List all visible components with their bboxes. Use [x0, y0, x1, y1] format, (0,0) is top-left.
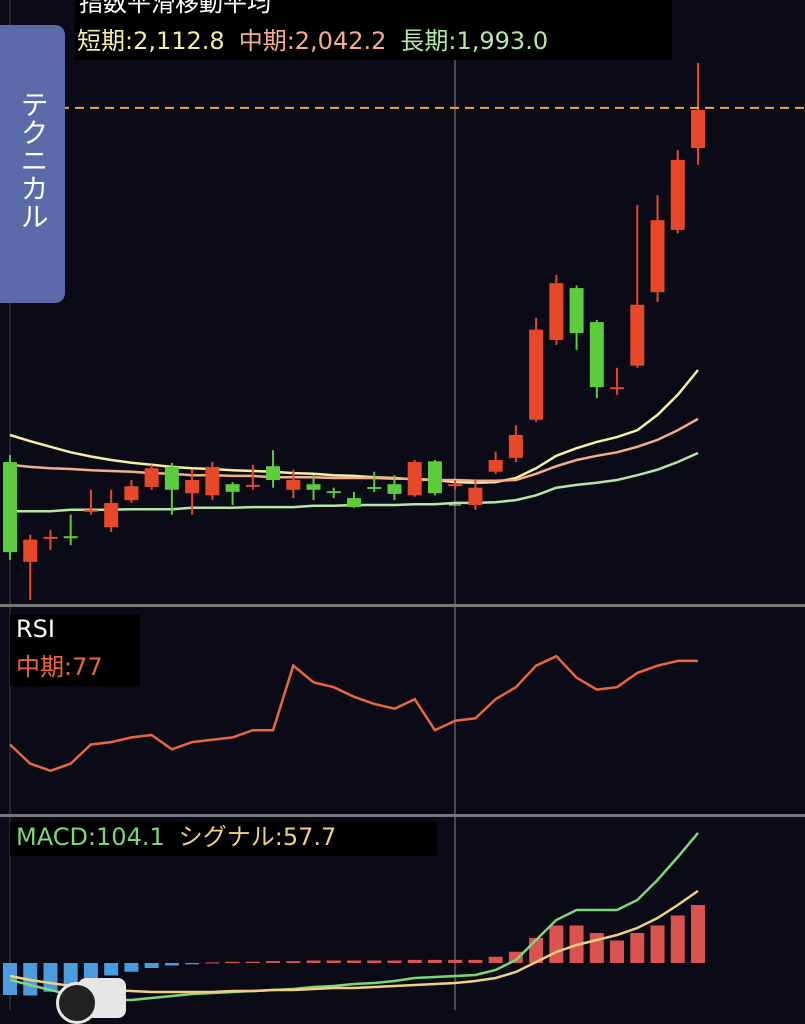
histogram-bar — [387, 960, 402, 963]
candle-body — [185, 480, 200, 494]
candle-body — [225, 484, 240, 492]
candle-body — [407, 462, 422, 496]
legend-mid: 中期:2,042.2 — [238, 27, 387, 55]
candle-body — [164, 466, 179, 490]
histogram-bar — [468, 959, 483, 963]
candle-body — [266, 466, 281, 481]
histogram-bar — [488, 956, 503, 963]
candle-body — [468, 487, 483, 505]
histogram-bar — [650, 925, 665, 963]
macd-legend: MACD:104.1 シグナル:57.7 — [10, 822, 437, 856]
histogram-bar — [448, 959, 463, 963]
candle-body — [650, 220, 665, 293]
rsi-line — [9, 654, 698, 773]
histogram-bar — [367, 960, 382, 963]
histogram-bar — [124, 963, 139, 972]
rsi-legend: RSI 中期:77 — [10, 614, 140, 686]
candle-body — [670, 159, 685, 230]
histogram-bar — [3, 963, 17, 995]
histogram-bar — [225, 961, 240, 963]
histogram-bar — [104, 963, 119, 976]
histogram-bar — [306, 960, 321, 963]
candle-body — [508, 435, 523, 458]
candle-body — [63, 536, 78, 539]
candle-body — [144, 468, 159, 487]
histogram-bar — [549, 925, 564, 963]
histogram-bar — [205, 962, 220, 964]
candle-body — [83, 509, 98, 512]
candle-body — [124, 486, 139, 501]
histogram-bar — [164, 963, 179, 966]
candle-body — [529, 329, 544, 420]
candle-body — [610, 387, 625, 390]
button-icon — [56, 982, 98, 1024]
ma-legend: 短期:2,112.8 中期:2,042.2 長期:1,993.0 — [75, 26, 672, 56]
candle-body — [286, 480, 301, 490]
histogram-bar — [326, 960, 341, 963]
signal-line — [9, 889, 699, 994]
histogram-bar — [508, 951, 523, 963]
candle-body — [346, 498, 361, 508]
histogram-bar — [83, 963, 98, 978]
legend-signal: シグナル:57.7 — [178, 823, 337, 851]
histogram-bar — [144, 963, 159, 968]
histogram-bar — [43, 963, 58, 992]
histogram-bar — [346, 960, 361, 963]
candle-body — [448, 484, 463, 487]
candle-body — [326, 491, 341, 494]
moving-average-line — [9, 417, 699, 482]
candle-body — [690, 109, 705, 149]
candle-body — [245, 484, 260, 487]
candle-body — [23, 539, 38, 562]
candle-body — [488, 459, 503, 472]
histogram-bar — [630, 933, 645, 963]
legend-macd: MACD:104.1 — [16, 823, 165, 851]
technical-tab[interactable]: テクニカル — [0, 25, 65, 303]
candle-body — [43, 536, 58, 539]
histogram-bar — [690, 905, 705, 963]
candle-body — [427, 461, 442, 494]
histogram-bar — [610, 940, 625, 963]
floating-button[interactable] — [56, 978, 126, 1024]
candle-body — [549, 283, 564, 341]
candle-body — [104, 502, 119, 528]
moving-average-line — [9, 369, 699, 485]
histogram-bar — [427, 959, 442, 963]
legend-long: 長期:1,993.0 — [400, 27, 549, 55]
legend-short: 短期:2,112.8 — [77, 27, 225, 55]
candle-body — [205, 466, 220, 496]
panel-divider — [0, 604, 805, 607]
candle-body — [3, 462, 17, 553]
candle-body — [569, 288, 584, 334]
main-legend: 指数平滑移動平均 短期:2,112.8 中期:2,042.2 長期:1,993.0 — [75, 0, 672, 60]
candle-body — [306, 484, 321, 490]
rsi-title: RSI — [16, 615, 55, 643]
rsi-series-label: 中期:77 — [16, 653, 103, 681]
panel-divider — [0, 814, 805, 817]
histogram-bar — [407, 959, 422, 963]
histogram-bar — [286, 961, 301, 963]
histogram-bar — [266, 961, 281, 963]
histogram-bar — [670, 915, 685, 963]
candle-body — [630, 304, 645, 366]
histogram-bar — [245, 961, 260, 963]
histogram-bar — [185, 963, 200, 965]
main-title: 指数平滑移動平均 — [79, 0, 271, 17]
candle-body — [387, 484, 402, 494]
candle-body — [367, 486, 382, 489]
candle-body — [589, 322, 604, 388]
histogram-bar — [63, 963, 78, 986]
